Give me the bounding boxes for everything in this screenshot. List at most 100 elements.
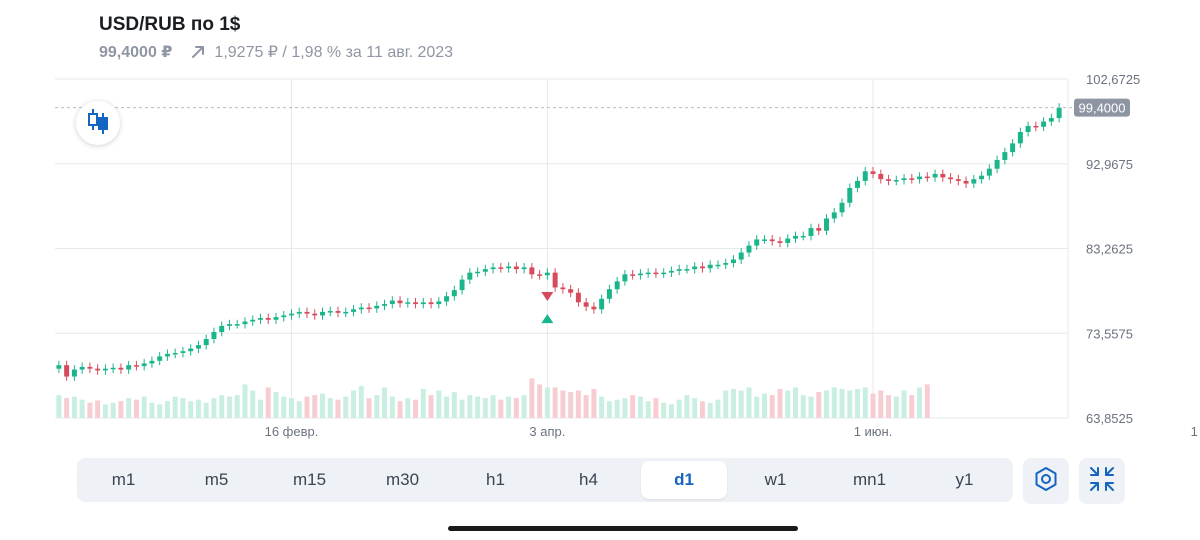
volume-bar	[265, 387, 271, 418]
candle-body	[126, 365, 132, 370]
candle-body	[351, 309, 357, 312]
settings-button[interactable]	[1023, 458, 1069, 504]
candle-body	[924, 176, 930, 179]
arrow-up-right-icon	[190, 44, 206, 60]
tf-h4[interactable]: h4	[579, 470, 598, 489]
candle-body	[1002, 152, 1008, 160]
candle-body	[583, 302, 589, 307]
volume-bar	[816, 392, 822, 418]
volume-bar	[211, 398, 217, 418]
candle-body	[436, 301, 442, 305]
volume-bar	[870, 393, 876, 418]
volume-bar	[296, 401, 302, 418]
volume-bar	[746, 387, 752, 418]
candle-body	[157, 356, 163, 361]
candle-body	[1048, 118, 1054, 122]
candle-body	[444, 296, 450, 302]
candle-body	[219, 325, 225, 333]
volume-bar	[692, 398, 698, 418]
volume-bar	[560, 390, 566, 418]
volume-bar	[645, 401, 651, 418]
candle-body	[79, 366, 85, 370]
y-tick-label: 73,5575	[1086, 326, 1133, 341]
volume-bar	[901, 390, 907, 418]
y-tick-label: 63,8525	[1086, 411, 1133, 426]
tf-m5[interactable]: m5	[204, 470, 229, 489]
volume-bar	[668, 404, 674, 418]
volume-bar	[180, 398, 186, 418]
volume-bar	[413, 399, 419, 418]
volume-bar	[436, 390, 442, 418]
tf-d1[interactable]: d1	[641, 461, 727, 499]
volume-bar	[521, 395, 527, 418]
candle-body	[203, 338, 209, 346]
volume-bar	[707, 402, 713, 418]
candle-body	[537, 274, 543, 276]
volume-bar	[544, 387, 550, 418]
candle-body	[653, 272, 659, 275]
candle-body	[102, 368, 108, 371]
candle-body	[893, 180, 899, 182]
tf-y1[interactable]: y1	[955, 470, 974, 489]
volume-bar	[855, 388, 861, 418]
volume-bar	[351, 390, 357, 418]
volume-bar	[614, 399, 620, 418]
candle-body	[645, 272, 651, 275]
tf-h1[interactable]: h1	[486, 470, 505, 489]
chart-type-button[interactable]	[76, 101, 120, 145]
volume-bar	[95, 400, 101, 418]
candle-body	[948, 177, 954, 180]
candle-body	[661, 272, 667, 275]
candle-body	[211, 332, 217, 339]
candle-body	[855, 180, 861, 188]
candle-body	[56, 365, 62, 369]
tf-w1[interactable]: w1	[764, 470, 787, 489]
volume-bar	[172, 396, 178, 418]
volume-bar	[102, 404, 108, 418]
candle-body	[676, 269, 682, 271]
volume-bar	[622, 398, 628, 418]
volume-bar	[498, 399, 504, 418]
volume-bar	[506, 396, 512, 418]
volume-bar	[420, 388, 426, 418]
timeframe-selector: m1 m5 m15 m30 h1 h4 d1 w1 mn1 y1	[77, 458, 1013, 502]
candle-body	[1025, 125, 1031, 133]
volume-bar	[886, 395, 892, 418]
candle-body	[382, 304, 388, 306]
collapse-button[interactable]	[1079, 458, 1125, 504]
tf-mn1[interactable]: mn1	[852, 470, 887, 489]
candle-body	[335, 311, 341, 313]
candle-body	[738, 252, 744, 260]
volume-bar	[630, 395, 636, 418]
candle-body	[599, 298, 605, 310]
volume-bar	[606, 401, 612, 418]
candle-body	[513, 266, 519, 270]
candle-body	[110, 367, 116, 370]
volume-bar	[777, 388, 783, 418]
candle-body	[769, 239, 775, 242]
y-tick-label: 102,6725	[1086, 72, 1140, 87]
volume-bar	[552, 387, 558, 418]
volume-bar	[793, 387, 798, 418]
candle-body	[141, 363, 147, 367]
candle-body	[1033, 125, 1039, 128]
volume-bar	[79, 399, 85, 418]
volume-bar	[475, 396, 481, 418]
candle-body	[459, 279, 465, 291]
volume-bar	[226, 396, 232, 418]
tf-m30[interactable]: m30	[385, 470, 420, 489]
volume-bar	[661, 402, 667, 418]
candle-body	[498, 267, 504, 269]
volume-bar	[257, 399, 263, 418]
candle-body	[909, 178, 915, 180]
volume-bar	[87, 402, 93, 418]
price-summary: 99,4000 ₽ 1,9275 ₽ / 1,98 % за 11 авг. 2…	[99, 42, 453, 62]
volume-bar	[451, 392, 457, 418]
volume-bar	[847, 390, 853, 418]
price-chart[interactable]: 102,6725 92,9675 83,2625 73,5575 63,8525 16 ф…	[0, 0, 1200, 450]
volume-bar	[754, 396, 760, 418]
tf-m1[interactable]: m1	[111, 470, 136, 489]
candle-body	[71, 369, 77, 377]
tf-m15[interactable]: m15	[292, 470, 327, 489]
candle-body	[413, 302, 419, 305]
